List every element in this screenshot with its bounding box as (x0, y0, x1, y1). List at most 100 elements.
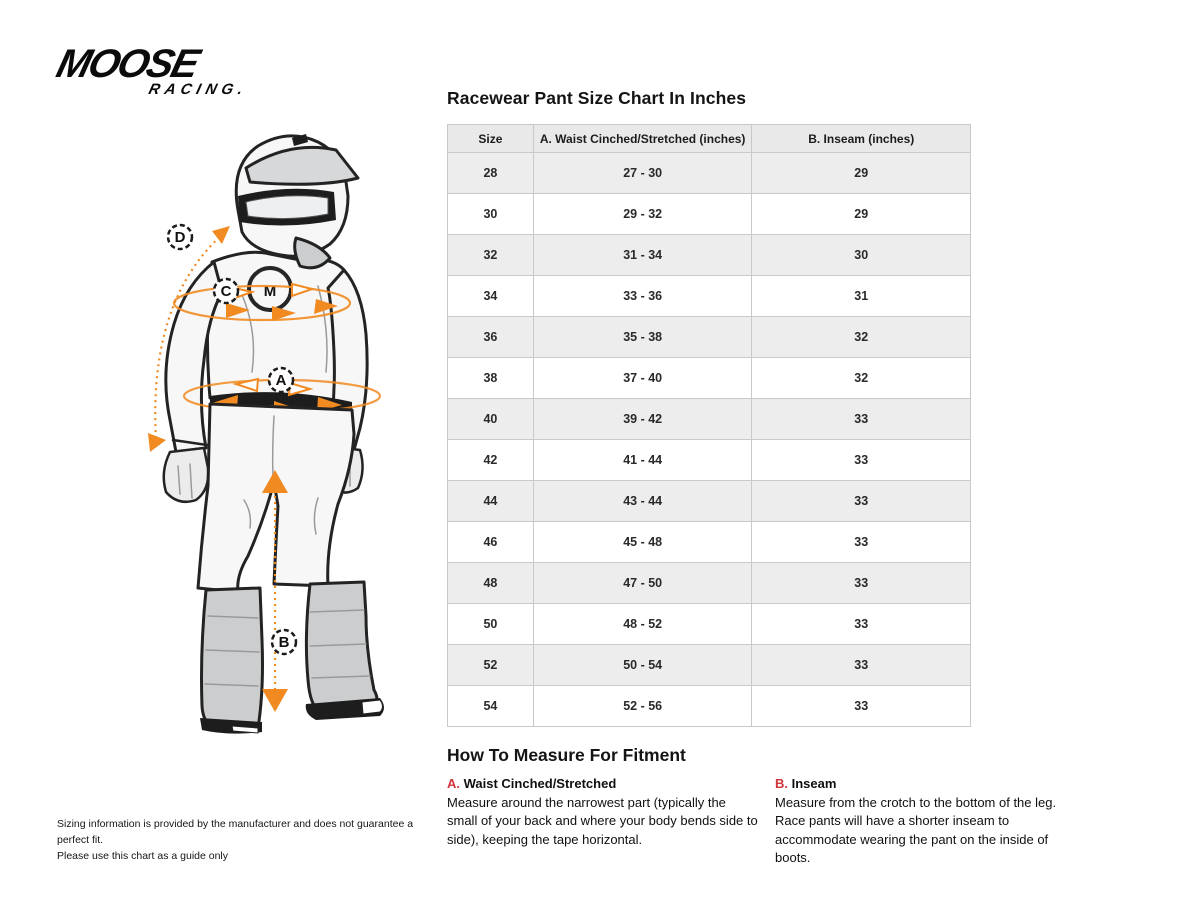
main-content: Racewear Pant Size Chart In Inches Size … (447, 88, 1056, 868)
column-header-inseam: B. Inseam (inches) (751, 124, 971, 153)
table-cell: 28 (447, 152, 534, 194)
table-cell: 54 (447, 685, 534, 727)
table-row: 54 52 - 56 33 (447, 685, 971, 727)
marker-d: D (166, 223, 194, 251)
table-row: 34 33 - 36 31 (447, 275, 971, 317)
table-cell: 32 (751, 357, 971, 399)
table-cell: 43 - 44 (532, 480, 753, 522)
how-to-item-waist-title: A. Waist Cinched/Stretched (447, 776, 617, 791)
marker-c-letter: C (221, 283, 232, 300)
table-cell: 33 (751, 562, 971, 604)
helmet-peak (244, 145, 360, 186)
table-cell: 50 (447, 603, 534, 645)
table-cell: 44 (447, 480, 534, 522)
disclaimer: Sizing information is provided by the ma… (57, 817, 437, 864)
table-cell: 33 (751, 603, 971, 645)
column-header-size: Size (447, 124, 534, 153)
table-cell: 30 (447, 193, 534, 235)
table-cell: 32 (447, 234, 534, 276)
inseam-letter-label: B. (775, 776, 788, 791)
table-cell: 52 (447, 644, 534, 686)
rider-measurement-diagram: M D (148, 134, 384, 734)
table-row: 52 50 - 54 33 (447, 644, 971, 686)
chest-measure-ellipse (172, 284, 352, 322)
goggles-lens (245, 195, 329, 220)
how-to-item-inseam-text: Measure from the crotch to the bottom of… (775, 795, 1057, 866)
table-row: 42 41 - 44 33 (447, 439, 971, 481)
moose-racing-logo: MOOSE RACING. (49, 42, 262, 98)
table-cell: 33 (751, 480, 971, 522)
table-row: 46 45 - 48 33 (447, 521, 971, 563)
table-cell: 31 - 34 (532, 234, 753, 276)
how-to-heading: How To Measure For Fitment (447, 745, 686, 765)
disclaimer-line-2: Please use this chart as a guide only (57, 849, 229, 862)
table-cell: 29 (751, 193, 971, 235)
table-cell: 38 (447, 357, 534, 399)
waist-letter-label: A. (447, 776, 460, 791)
table-cell: 46 (447, 521, 534, 563)
marker-b: B (270, 628, 298, 656)
table-row: 28 27 - 30 29 (447, 152, 971, 194)
table-cell: 32 (751, 316, 971, 358)
marker-b-letter: B (279, 634, 290, 651)
table-cell: 29 - 32 (532, 193, 753, 235)
marker-a-letter: A (276, 372, 287, 389)
left-boot (200, 586, 264, 730)
table-row: 44 43 - 44 33 (447, 480, 971, 522)
table-cell: 47 - 50 (532, 562, 753, 604)
table-cell: 50 - 54 (532, 644, 753, 686)
table-cell: 33 (751, 521, 971, 563)
column-header-waist: A. Waist Cinched/Stretched (inches) (532, 124, 753, 153)
jersey-logo-letter: M (264, 283, 277, 300)
table-cell: 48 (447, 562, 534, 604)
table-header-row: Size A. Waist Cinched/Stretched (inches)… (447, 124, 971, 153)
page-title: Racewear Pant Size Chart In Inches (447, 88, 747, 108)
table-cell: 29 (751, 152, 971, 194)
table-cell: 41 - 44 (532, 439, 753, 481)
table-cell: 34 (447, 275, 534, 317)
table-cell: 33 (751, 439, 971, 481)
table-cell: 40 (447, 398, 534, 440)
inseam-arrow-down-icon (262, 689, 288, 712)
sleeve-measure-line (154, 232, 225, 441)
how-to-item-waist-text: Measure around the narrowest part (typic… (447, 795, 758, 847)
table-cell: 33 (751, 685, 971, 727)
table-cell: 52 - 56 (532, 685, 753, 727)
how-to-item-inseam-title: B. Inseam (775, 776, 837, 791)
table-row: 50 48 - 52 33 (447, 603, 971, 645)
table-cell: 27 - 30 (532, 152, 753, 194)
table-cell: 36 (447, 316, 534, 358)
table-cell: 33 (751, 398, 971, 440)
marker-d-letter: D (175, 229, 186, 246)
table-cell: 33 (751, 644, 971, 686)
disclaimer-line-1: Sizing information is provided by the ma… (57, 818, 414, 846)
table-cell: 37 - 40 (532, 357, 753, 399)
table-cell: 48 - 52 (532, 603, 753, 645)
table-cell: 31 (751, 275, 971, 317)
table-row: 48 47 - 50 33 (447, 562, 971, 604)
table-cell: 45 - 48 (532, 521, 753, 563)
table-cell: 30 (751, 234, 971, 276)
helmet-chin-vent (293, 236, 332, 270)
table-cell: 33 - 36 (532, 275, 753, 317)
how-to-item-waist: A. Waist Cinched/Stretched Measure aroun… (447, 776, 759, 868)
sleeve-arrow-top-icon (212, 226, 230, 244)
pants (196, 402, 356, 594)
table-row: 30 29 - 32 29 (447, 193, 971, 235)
how-to-measure-section: How To Measure For Fitment A. Waist Cinc… (447, 745, 1056, 868)
table-row: 38 37 - 40 32 (447, 357, 971, 399)
how-to-item-inseam: B. Inseam Measure from the crotch to the… (775, 776, 1087, 868)
left-glove (162, 446, 210, 503)
logo-word-moose: MOOSE (52, 42, 203, 86)
right-boot (304, 580, 379, 714)
marker-c: C (212, 277, 240, 305)
table-cell: 35 - 38 (532, 316, 753, 358)
table-row: 40 39 - 42 33 (447, 398, 971, 440)
table-row: 36 35 - 38 32 (447, 316, 971, 358)
size-table-body: 28 27 - 30 29 30 29 - 32 29 32 31 - 34 30 34 33 - … (447, 152, 971, 727)
table-cell: 39 - 42 (532, 398, 753, 440)
sleeve-arrow-bottom-icon (148, 433, 166, 452)
marker-a: A (267, 366, 295, 394)
size-chart-table: Size A. Waist Cinched/Stretched (inches)… (447, 124, 971, 727)
